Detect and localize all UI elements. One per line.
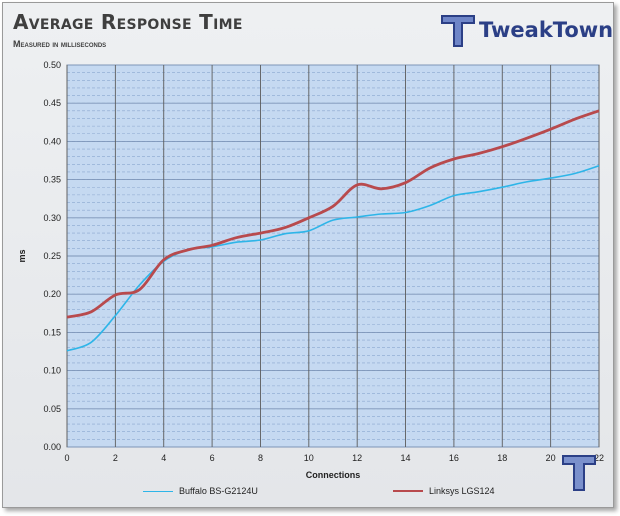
x-tick-label: 10 — [304, 453, 314, 463]
y-tick-label: 0.20 — [43, 289, 61, 299]
x-tick-label: 22 — [594, 453, 604, 463]
x-tick-label: 16 — [449, 453, 459, 463]
series-line-linksys — [66, 109, 600, 319]
chart-frame: Average Response Time Measured in millis… — [2, 2, 614, 508]
tweaktown-logo: TweakTown — [439, 11, 613, 49]
legend-label: Buffalo BS-G2124U — [179, 486, 258, 496]
x-tick-label: 4 — [161, 453, 166, 463]
chart-title: Average Response Time — [13, 10, 243, 34]
line-chart: 0.00 0.05 0.10 0.15 0.20 0.25 0.30 0.35 0.40 0.45… — [17, 60, 604, 480]
chart-legend: Buffalo BS-G2124U Linksys LGS124 — [3, 483, 613, 503]
y-tick-label: 0.15 — [43, 327, 61, 337]
y-tick-label: 0.25 — [43, 251, 61, 261]
x-tick-label: 14 — [401, 453, 411, 463]
y-tick-label: 0.45 — [43, 98, 61, 108]
x-tick-label: 20 — [546, 453, 556, 463]
logo-text: TweakTown — [479, 18, 614, 42]
legend-swatch — [143, 490, 173, 492]
x-axis-title: Connections — [306, 470, 361, 480]
legend-swatch — [393, 490, 423, 492]
x-tick-label: 18 — [497, 453, 507, 463]
y-tick-label: 0.40 — [43, 136, 61, 146]
tweaktown-watermark-icon — [562, 455, 596, 491]
y-tick-label: 0.00 — [43, 442, 61, 452]
x-tick-label: 6 — [210, 453, 215, 463]
y-axis-title: ms — [17, 249, 27, 262]
y-tick-label: 0.50 — [43, 60, 61, 70]
y-tick-label: 0.30 — [43, 213, 61, 223]
x-tick-label: 8 — [258, 453, 263, 463]
chart-subtitle: Measured in milliseconds — [13, 39, 107, 49]
x-tick-label: 2 — [113, 453, 118, 463]
legend-item: Buffalo BS-G2124U — [143, 486, 258, 496]
legend-item: Linksys LGS124 — [393, 486, 495, 496]
legend-label: Linksys LGS124 — [429, 486, 495, 496]
y-tick-label: 0.05 — [43, 404, 61, 414]
x-tick-label: 0 — [64, 453, 69, 463]
y-tick-label: 0.35 — [43, 175, 61, 185]
y-tick-label: 0.10 — [43, 366, 61, 376]
tweaktown-logo-icon — [441, 15, 475, 47]
x-tick-label: 12 — [352, 453, 362, 463]
